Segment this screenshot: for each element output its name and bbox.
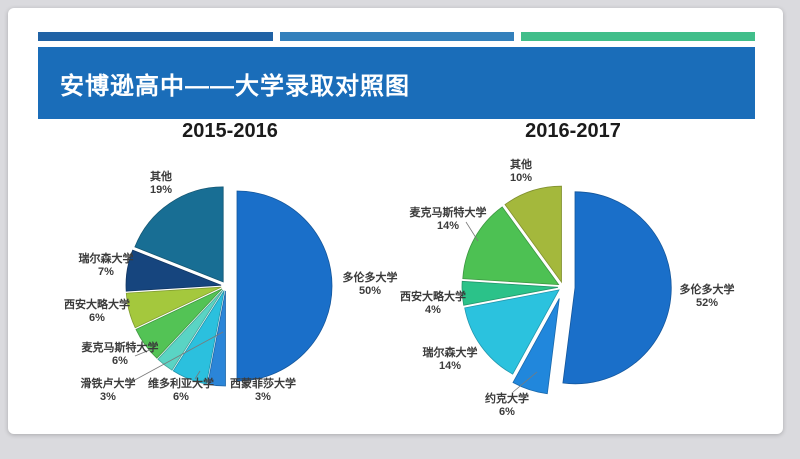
presentation-slide: 安博逊高中——大学录取对照图 2015-2016 2016-2017 xyxy=(8,8,783,434)
chart-title-right: 2016-2017 xyxy=(525,120,621,142)
accent-segment-green xyxy=(521,32,755,41)
accent-bar xyxy=(8,32,783,41)
accent-segment-dark-blue xyxy=(38,32,273,41)
chart-title-left: 2015-2016 xyxy=(182,120,278,142)
slide-title: 安博逊高中——大学录取对照图 xyxy=(60,72,410,100)
accent-segment-steel-blue xyxy=(280,32,514,41)
slide-title-bar: 安博逊高中——大学录取对照图 xyxy=(38,47,755,119)
